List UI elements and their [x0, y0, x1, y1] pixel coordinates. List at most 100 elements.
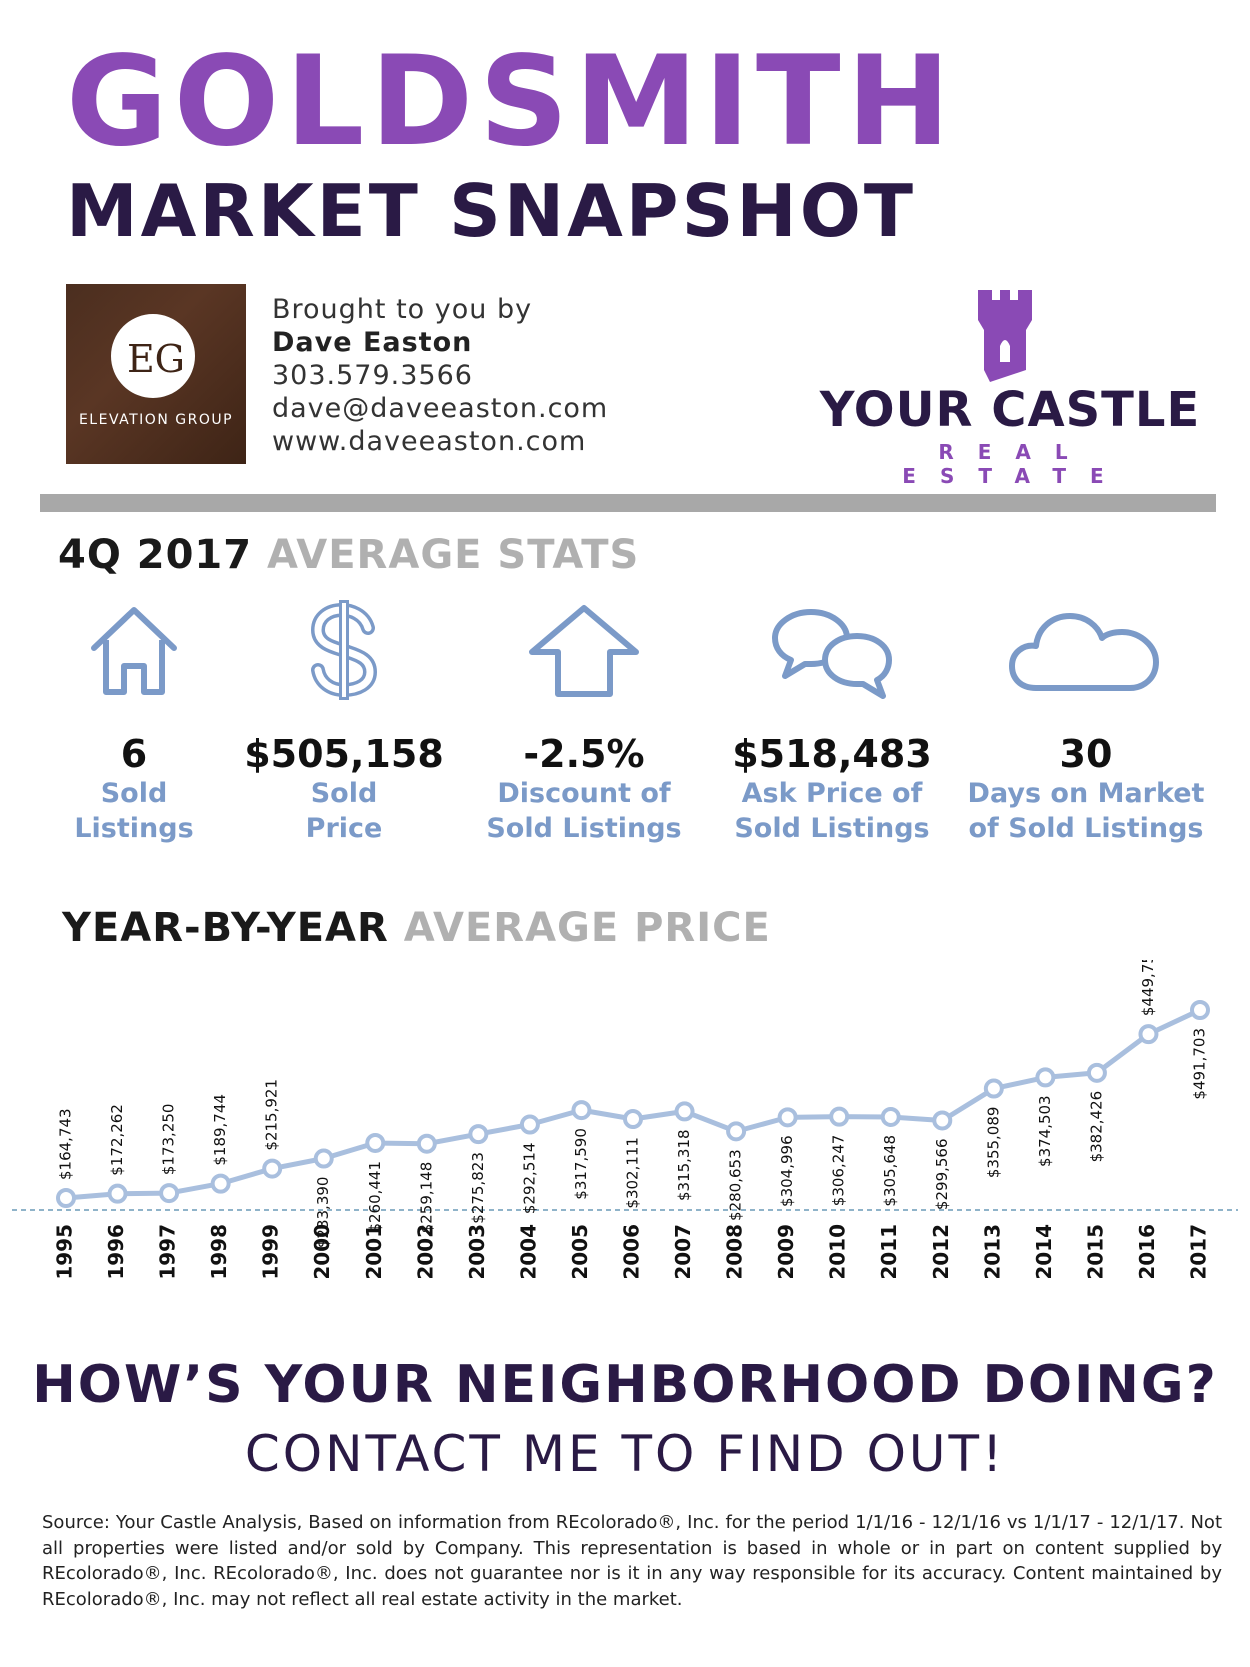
cta-subline: CONTACT ME TO FIND OUT!	[244, 1425, 1006, 1483]
x-tick-label: 2000	[310, 1224, 334, 1280]
data-value-label: $292,514	[520, 1143, 538, 1215]
data-value-label: $382,426	[1087, 1091, 1105, 1163]
source-disclaimer: Source: Your Castle Analysis, Based on i…	[42, 1512, 1222, 1610]
stat-ask-price: $518,483 Ask Price of Sold Listings	[712, 600, 952, 844]
stat-sold-listings: 6 Sold Listings	[14, 600, 254, 844]
x-tick-label: 1999	[259, 1224, 283, 1280]
chart-section-title: YEAR-BY-YEAR AVERAGE PRICE	[62, 908, 771, 948]
stat-label-line1: Sold	[100, 778, 168, 809]
x-tick-label: 2003	[465, 1224, 489, 1280]
data-value-label: $317,590	[572, 1128, 590, 1200]
stat-label: Ask Price of Sold Listings	[712, 776, 952, 846]
data-value-label: $233,390	[314, 1177, 332, 1249]
stat-label-line2: of Sold Listings	[968, 813, 1204, 845]
stat-value: $505,158	[244, 732, 444, 776]
stat-label-line2: Sold Listings	[734, 813, 930, 845]
chart-title-gray: AVERAGE PRICE	[403, 905, 771, 951]
data-value-label: $299,566	[933, 1138, 951, 1210]
data-point	[829, 1106, 850, 1127]
data-point	[983, 1078, 1004, 1099]
brokerage-sub: REAL ESTATE	[902, 440, 1128, 488]
data-value-label: $280,653	[727, 1149, 745, 1221]
x-tick-label: 2017	[1187, 1224, 1211, 1280]
data-value-label: $173,250	[160, 1104, 178, 1176]
stat-label: Discount of Sold Listings	[464, 776, 704, 846]
chat-bubbles-icon	[772, 609, 892, 699]
data-point	[107, 1183, 128, 1204]
x-tick-label: 1998	[207, 1224, 231, 1280]
x-tick-label: 1995	[53, 1224, 77, 1280]
data-value-label: $215,921	[263, 1079, 281, 1151]
contact-name: Dave Easton	[272, 327, 473, 358]
data-point	[571, 1100, 592, 1121]
contact-website: www.daveeaston.com	[272, 426, 587, 457]
stat-days-on-market: 30 Days on Market of Sold Listings	[966, 600, 1206, 844]
stat-label: Sold Listings	[14, 776, 254, 846]
stat-discount: -2.5% Discount of Sold Listings	[464, 600, 704, 844]
data-point	[880, 1106, 901, 1127]
cta-headline: HOW’S YOUR NEIGHBORHOOD DOING?	[32, 1355, 1218, 1415]
stat-label-line1: Sold	[310, 778, 378, 809]
x-tick-label: 2016	[1135, 1224, 1159, 1280]
year-price-line-chart: $164,743 $172,262 $173,250 $189,744 $215,921…	[12, 960, 1238, 1280]
data-value-label: $491,703	[1191, 1028, 1209, 1100]
stat-value: -2.5%	[523, 732, 645, 776]
x-tick-label: 2011	[877, 1224, 901, 1280]
x-tick-label: 2010	[826, 1224, 850, 1280]
stat-label-line1: Ask Price of	[741, 778, 923, 809]
data-value-label: $275,823	[469, 1152, 487, 1224]
data-value-label: $315,318	[675, 1129, 693, 1201]
your-castle-logo: YOUR CASTLE REAL ESTATE	[810, 290, 1210, 488]
chart-tick-layer: 1995 1996 1997 1998 1999 2000 2001 2002 2003 2004…	[53, 1224, 1211, 1280]
data-value-label: $374,503	[1036, 1095, 1054, 1167]
chart-point-layer	[56, 1000, 1210, 1208]
brokerage-name: YOUR CASTLE	[819, 382, 1201, 438]
data-value-label: $306,247	[830, 1135, 848, 1207]
data-value-label: $302,111	[624, 1137, 642, 1209]
data-value-label: $260,441	[366, 1161, 384, 1233]
data-point	[416, 1133, 437, 1154]
house-icon	[91, 607, 177, 695]
stat-label-line2: Listings	[74, 813, 194, 845]
data-value-label: $259,148	[417, 1162, 435, 1234]
stat-value: 30	[1059, 732, 1113, 776]
contact-phone: 303.579.3566	[272, 360, 473, 391]
section-divider	[40, 494, 1216, 512]
elevation-group-logo: EG ELEVATION GROUP	[66, 284, 246, 464]
x-tick-label: 2005	[568, 1224, 592, 1280]
data-value-label: $449,753	[1139, 960, 1157, 1016]
data-point	[932, 1110, 953, 1131]
stats-title-gray: AVERAGE STATS	[267, 532, 640, 578]
stats-section-title: 4Q 2017 AVERAGE STATS	[58, 535, 639, 575]
x-tick-label: 2004	[516, 1224, 540, 1280]
stat-label-line2: Sold Listings	[486, 813, 682, 845]
data-point	[56, 1188, 76, 1208]
stat-label-line1: Days on Market	[967, 778, 1205, 809]
stat-label: Sold Price	[224, 776, 464, 846]
data-point	[313, 1148, 334, 1169]
dollar-icon	[310, 600, 378, 700]
x-tick-label: 1997	[156, 1224, 180, 1280]
x-tick-label: 1996	[104, 1224, 128, 1280]
stat-value: 6	[120, 732, 148, 776]
data-point	[468, 1124, 489, 1145]
data-point	[1138, 1024, 1159, 1045]
stat-label: Days on Market of Sold Listings	[966, 776, 1206, 846]
stat-label-line1: Discount of	[497, 778, 671, 809]
data-point	[1086, 1062, 1107, 1083]
page-subtitle: MARKET SNAPSHOT	[66, 169, 917, 253]
x-tick-label: 2014	[1032, 1224, 1056, 1280]
castle-tower-icon	[978, 290, 1032, 382]
stat-value: $518,483	[732, 732, 932, 776]
stat-sold-price: $505,158 Sold Price	[224, 600, 464, 844]
data-value-label: $355,089	[984, 1107, 1002, 1179]
data-point	[623, 1109, 643, 1130]
x-tick-label: 2006	[620, 1224, 644, 1280]
x-tick-label: 2008	[723, 1224, 747, 1280]
data-value-label: $164,743	[57, 1108, 75, 1180]
x-tick-label: 2002	[413, 1224, 437, 1280]
data-point	[1190, 1000, 1210, 1020]
data-point	[726, 1121, 747, 1142]
x-tick-label: 2012	[929, 1224, 953, 1280]
data-value-label: $189,744	[211, 1094, 229, 1166]
